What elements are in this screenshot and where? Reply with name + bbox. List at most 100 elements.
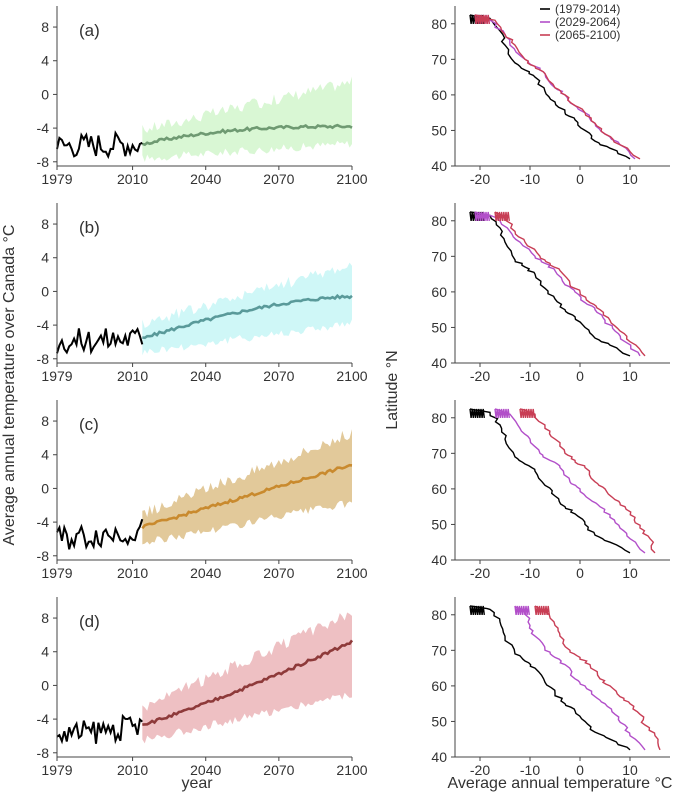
historical-observed-line bbox=[56, 713, 143, 745]
x-tick-label: -20 bbox=[470, 368, 490, 384]
right-x-axis-label: Average annual temperature °C bbox=[448, 775, 673, 792]
x-tick-label: 1979 bbox=[41, 171, 72, 187]
panel-label: (a) bbox=[79, 21, 100, 40]
x-tick-label: -10 bbox=[520, 762, 540, 778]
x-tick-label: 2040 bbox=[190, 762, 221, 778]
series-line bbox=[514, 605, 646, 751]
projection-mean-line bbox=[141, 123, 353, 147]
projection-mean-line bbox=[142, 293, 353, 340]
y-tick-label: 80 bbox=[431, 16, 447, 32]
y-tick-label: 60 bbox=[431, 678, 447, 694]
series-line bbox=[494, 211, 646, 357]
x-tick-label: 10 bbox=[622, 171, 638, 187]
x-tick-label: 2100 bbox=[336, 762, 367, 778]
y-tick-label: 40 bbox=[431, 749, 447, 765]
y-tick-label: 8 bbox=[41, 413, 49, 429]
latitude-profile-panel: 40 50 60 70 80 -20 -10 0 10 bbox=[431, 597, 670, 778]
x-tick-label: -10 bbox=[520, 171, 540, 187]
legend: (1979-2014)(2029-2064)(2065-2100) bbox=[540, 2, 620, 42]
series-line bbox=[469, 14, 631, 160]
x-tick-label: 10 bbox=[622, 762, 638, 778]
x-tick-label: 2010 bbox=[117, 171, 148, 187]
projection-mean-line bbox=[141, 463, 353, 530]
series-sawtooth bbox=[514, 605, 530, 615]
left-x-axis-label: year bbox=[181, 775, 213, 792]
y-tick-label: 60 bbox=[431, 481, 447, 497]
y-tick-label: -4 bbox=[37, 317, 50, 333]
series-sawtooth bbox=[494, 408, 510, 418]
y-tick-label: 50 bbox=[431, 713, 447, 729]
x-tick-label: 2070 bbox=[263, 171, 294, 187]
panel-label: (d) bbox=[79, 612, 100, 631]
legend-entry: (1979-2014) bbox=[555, 2, 620, 16]
y-tick-label: 0 bbox=[41, 283, 49, 299]
left-y-axis-label: Average annual temperature over Canada °… bbox=[1, 225, 18, 546]
panel-label: (c) bbox=[79, 415, 99, 434]
y-tick-label: 0 bbox=[41, 677, 49, 693]
projection-spread-band bbox=[142, 612, 352, 744]
x-tick-label: 0 bbox=[576, 762, 584, 778]
x-tick-label: 2100 bbox=[336, 565, 367, 581]
y-tick-label: 40 bbox=[431, 158, 447, 174]
latitude-profile-panel: 40 50 60 70 80 -20 -10 0 10 bbox=[431, 6, 670, 187]
right-y-axis-label: Latitude °N bbox=[384, 350, 401, 429]
y-tick-label: 50 bbox=[431, 122, 447, 138]
series-sawtooth bbox=[494, 211, 510, 221]
y-tick-label: 4 bbox=[41, 250, 49, 266]
series-sawtooth bbox=[534, 605, 550, 615]
x-tick-label: 2070 bbox=[263, 762, 294, 778]
x-tick-label: -20 bbox=[470, 762, 490, 778]
latitude-profile-panel: 40 50 60 70 80 -20 -10 0 10 bbox=[431, 203, 670, 384]
y-tick-label: 8 bbox=[41, 19, 49, 35]
timeseries-panel: -8 -4 0 4 8 1979 2010 2040 2070 2100 (b) bbox=[37, 203, 368, 384]
y-tick-label: 0 bbox=[41, 86, 49, 102]
y-tick-label: -4 bbox=[37, 514, 50, 530]
x-tick-label: 2040 bbox=[190, 171, 221, 187]
projection-mean-line bbox=[142, 639, 354, 726]
x-tick-label: -10 bbox=[520, 565, 540, 581]
series-line bbox=[474, 14, 641, 160]
x-tick-label: 2010 bbox=[117, 368, 148, 384]
projection-spread-band bbox=[142, 262, 352, 356]
y-tick-label: -4 bbox=[37, 711, 50, 727]
y-tick-label: -8 bbox=[37, 154, 50, 170]
x-tick-label: 2040 bbox=[190, 368, 221, 384]
x-tick-label: 0 bbox=[576, 368, 584, 384]
y-tick-label: 70 bbox=[431, 445, 447, 461]
y-tick-label: 4 bbox=[41, 53, 49, 69]
x-tick-label: -20 bbox=[470, 171, 490, 187]
x-tick-label: 1979 bbox=[41, 368, 72, 384]
series-line bbox=[469, 605, 631, 751]
y-tick-label: -4 bbox=[37, 120, 50, 136]
historical-observed-line bbox=[56, 518, 144, 551]
historical-observed-line bbox=[56, 326, 144, 356]
timeseries-panel: -8 -4 0 4 8 1979 2010 2040 2070 2100 (c) bbox=[37, 400, 368, 581]
legend-entry: (2065-2100) bbox=[555, 28, 620, 42]
x-tick-label: 2040 bbox=[190, 565, 221, 581]
series-line bbox=[534, 605, 661, 751]
x-tick-label: 10 bbox=[622, 368, 638, 384]
x-tick-label: 1979 bbox=[41, 565, 72, 581]
legend-entry: (2029-2064) bbox=[555, 15, 620, 29]
series-line bbox=[474, 211, 641, 357]
y-tick-label: 70 bbox=[431, 642, 447, 658]
x-tick-label: 2100 bbox=[336, 171, 367, 187]
y-tick-label: -8 bbox=[37, 745, 50, 761]
x-tick-label: -20 bbox=[470, 565, 490, 581]
series-line bbox=[469, 211, 631, 357]
x-tick-label: 1979 bbox=[41, 762, 72, 778]
y-tick-label: 60 bbox=[431, 284, 447, 300]
y-tick-label: 40 bbox=[431, 355, 447, 371]
y-tick-label: 50 bbox=[431, 516, 447, 532]
x-tick-label: -10 bbox=[520, 368, 540, 384]
panel-label: (b) bbox=[79, 218, 100, 237]
series-line bbox=[519, 408, 656, 554]
x-tick-label: 2070 bbox=[263, 368, 294, 384]
y-tick-label: -8 bbox=[37, 351, 50, 367]
projection-spread-band bbox=[142, 76, 352, 162]
historical-observed-line bbox=[56, 130, 143, 160]
x-tick-label: 10 bbox=[622, 565, 638, 581]
series-sawtooth bbox=[469, 605, 485, 615]
y-tick-label: 80 bbox=[431, 213, 447, 229]
